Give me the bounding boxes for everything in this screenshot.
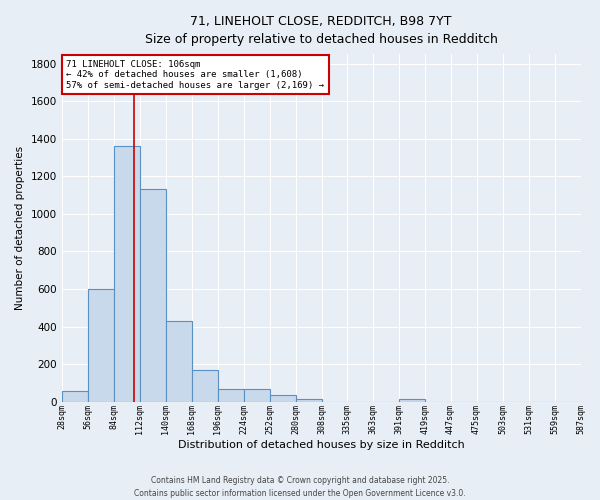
- Bar: [113, 146, 140, 402]
- Bar: [166, 321, 191, 402]
- Text: 71 LINEHOLT CLOSE: 106sqm
← 42% of detached houses are smaller (1,608)
57% of se: 71 LINEHOLT CLOSE: 106sqm ← 42% of detac…: [67, 60, 325, 90]
- Text: Contains HM Land Registry data © Crown copyright and database right 2025.
Contai: Contains HM Land Registry data © Crown c…: [134, 476, 466, 498]
- Bar: [269, 395, 296, 402]
- Bar: [398, 399, 425, 402]
- Bar: [296, 399, 322, 402]
- X-axis label: Distribution of detached houses by size in Redditch: Distribution of detached houses by size …: [178, 440, 464, 450]
- Y-axis label: Number of detached properties: Number of detached properties: [15, 146, 25, 310]
- Bar: [88, 289, 113, 402]
- Bar: [218, 390, 244, 402]
- Bar: [191, 370, 218, 402]
- Bar: [244, 390, 269, 402]
- Title: 71, LINEHOLT CLOSE, REDDITCH, B98 7YT
Size of property relative to detached hous: 71, LINEHOLT CLOSE, REDDITCH, B98 7YT Si…: [145, 15, 497, 46]
- Bar: [62, 392, 88, 402]
- Bar: [140, 190, 166, 402]
